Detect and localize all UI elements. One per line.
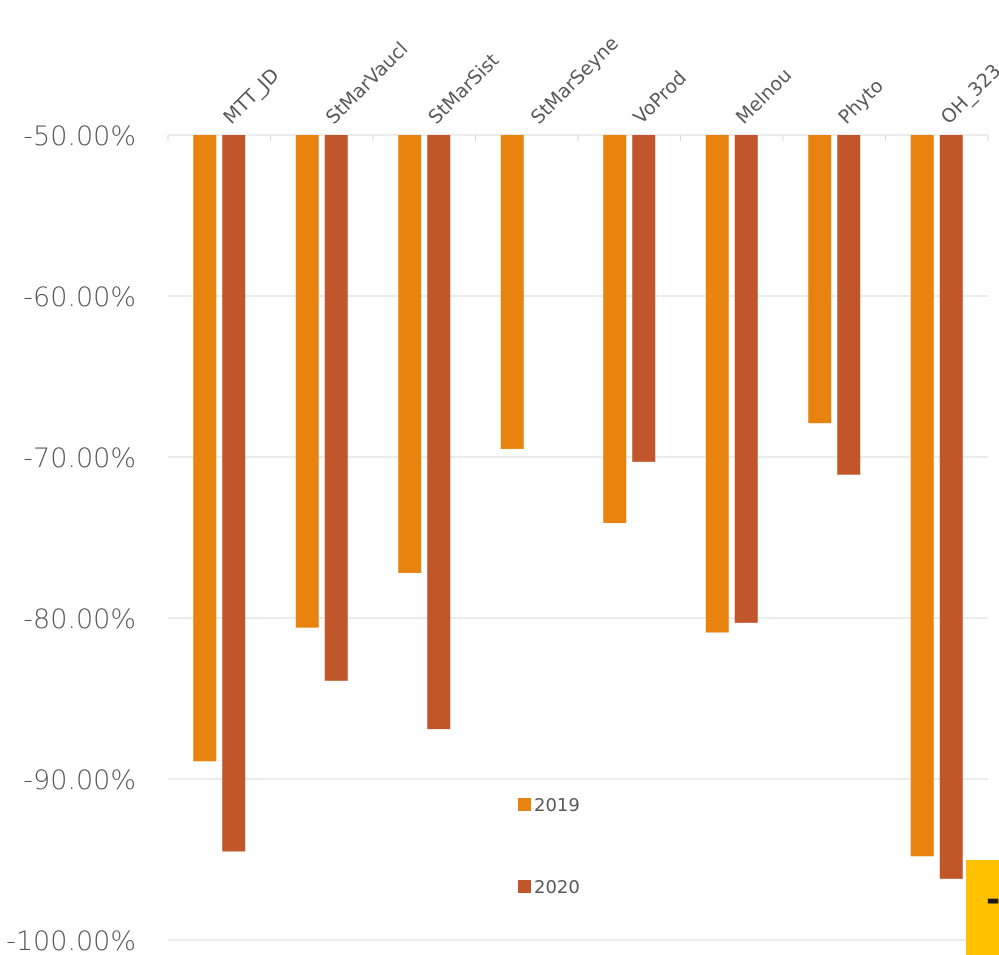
bar-2019-Melnou: [705, 135, 729, 633]
y-tick-label: -50.00%: [23, 121, 136, 152]
annotation-callout: -: [966, 860, 999, 955]
bar-2020-StMarVaucl: [324, 135, 348, 681]
bar-2020-VoProd: [632, 135, 656, 462]
x-axis: [167, 134, 989, 141]
legend-label: 2020: [534, 877, 580, 898]
y-tick-label: -70.00%: [23, 443, 136, 474]
y-tick-label: -60.00%: [23, 282, 136, 313]
category-label: StMarVaucl: [322, 38, 413, 129]
bar-2019-VoProd: [603, 135, 627, 524]
legend-swatch: [518, 798, 531, 811]
bar-2020-Melnou: [734, 135, 758, 623]
category-labels: MTT_JD StMarVaucl StMarSist StMarSeyne VoPro…: [219, 32, 999, 128]
category-label: StMarSeyne: [527, 32, 623, 128]
category-label: OH_323: [937, 60, 999, 129]
legend-label: 2019: [534, 795, 580, 816]
bar-2019-OH_323: [910, 135, 934, 857]
legend-swatch: [518, 880, 531, 893]
bar-2020-Phyto: [837, 135, 861, 475]
category-label: Phyto: [834, 75, 888, 129]
bar-2020-StMarSist: [427, 135, 451, 730]
category-label: Melnou: [732, 64, 796, 128]
y-tick-label: -80.00%: [23, 604, 136, 635]
y-axis-tick-labels: -50.00% -60.00% -70.00% -80.00% -90.00% -100.…: [6, 121, 136, 955]
bar-2019-StMarSeyne: [500, 135, 524, 449]
bar-2019-Phyto: [808, 135, 832, 424]
y-tick-label: -90.00%: [23, 765, 136, 796]
bar-2019-MTT_JD: [193, 135, 217, 762]
category-label: MTT_JD: [219, 64, 283, 128]
bar-2020-OH_323: [939, 135, 963, 879]
category-label: StMarSist: [424, 49, 503, 128]
gridlines: [168, 295, 988, 941]
annotation-text: -: [986, 880, 999, 920]
y-tick-label: -100.00%: [6, 926, 136, 955]
legend: 2019 2020: [518, 795, 580, 898]
bar-2020-MTT_JD: [222, 135, 246, 852]
bar-2019-StMarVaucl: [295, 135, 319, 628]
bar-2019-StMarSist: [398, 135, 422, 573]
bars: [193, 135, 963, 879]
category-label: VoProd: [629, 67, 691, 129]
